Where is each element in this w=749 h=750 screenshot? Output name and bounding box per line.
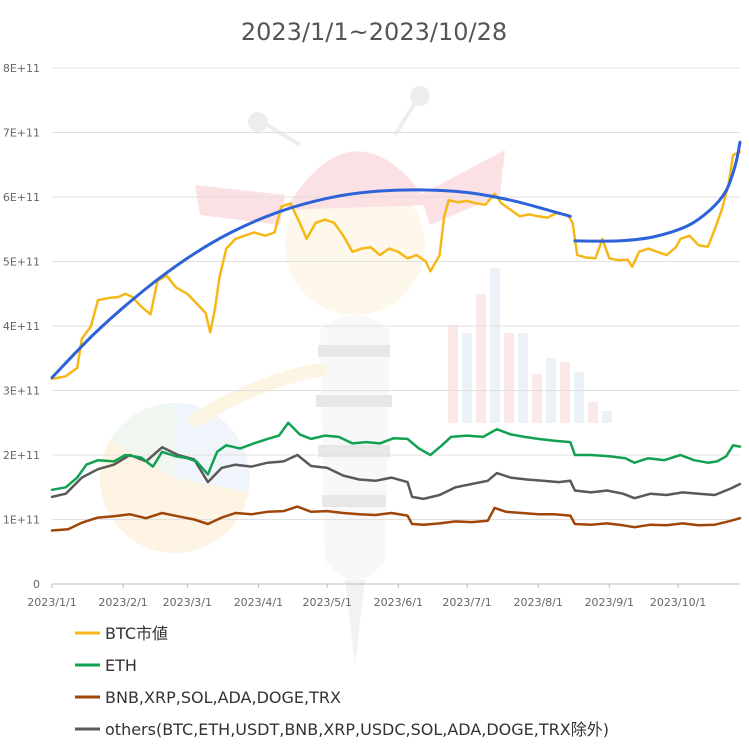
x-tick-label: 2023/8/1 <box>513 596 562 609</box>
y-tick-label: 0 <box>33 578 40 591</box>
y-tick-label: 7E+11 <box>3 127 40 140</box>
x-tick-label: 2023/1/1 <box>27 596 76 609</box>
trend-line-0 <box>50 188 572 380</box>
series-line-3 <box>50 446 742 501</box>
x-tick-label: 2023/7/1 <box>442 596 491 609</box>
legend-label-1: ETH <box>105 656 137 675</box>
x-tick-label: 2023/9/1 <box>585 596 634 609</box>
y-tick-label: 5E+11 <box>3 256 40 269</box>
x-tick-label: 2023/10/1 <box>650 596 706 609</box>
x-tick-label: 2023/5/1 <box>302 596 351 609</box>
series-line-2 <box>50 505 742 532</box>
y-tick-label: 3E+11 <box>3 385 40 398</box>
chart-title: 2023/1/1~2023/10/28 <box>241 18 507 46</box>
legend: BTC市値 ETH BNB,XRP,SOL,ADA,DOGE,TRX others(B… <box>75 624 609 739</box>
y-tick-label: 6E+11 <box>3 191 40 204</box>
x-tick-label: 2023/6/1 <box>374 596 423 609</box>
y-tick-label: 1E+11 <box>3 514 40 527</box>
trend-line-1 <box>573 140 742 243</box>
y-axis-tick-labels: 0 1E+11 2E+11 3E+11 4E+11 5E+11 6E+11 7E+11 8E+1… <box>3 62 40 591</box>
legend-label-2: BNB,XRP,SOL,ADA,DOGE,TRX <box>105 688 341 707</box>
series-line-0 <box>50 150 742 381</box>
trend-lines <box>50 140 742 380</box>
x-tick-label: 2023/3/1 <box>163 596 212 609</box>
y-tick-label: 2E+11 <box>3 449 40 462</box>
y-gridlines <box>52 67 740 520</box>
y-tick-label: 4E+11 <box>3 320 40 333</box>
legend-label-3: others(BTC,ETH,USDT,BNB,XRP,USDC,SOL,ADA… <box>105 720 609 739</box>
x-tick-label: 2023/4/1 <box>234 596 283 609</box>
bee-mascot-watermark <box>100 86 612 665</box>
y-tick-label: 8E+11 <box>3 62 40 75</box>
series-lines <box>50 150 742 532</box>
series-line-1 <box>50 421 742 492</box>
x-axis-tick-labels: 2023/1/1 2023/2/1 2023/3/1 2023/4/1 2023/5/1… <box>27 584 706 609</box>
legend-label-0: BTC市値 <box>105 624 168 643</box>
x-tick-label: 2023/2/1 <box>98 596 147 609</box>
